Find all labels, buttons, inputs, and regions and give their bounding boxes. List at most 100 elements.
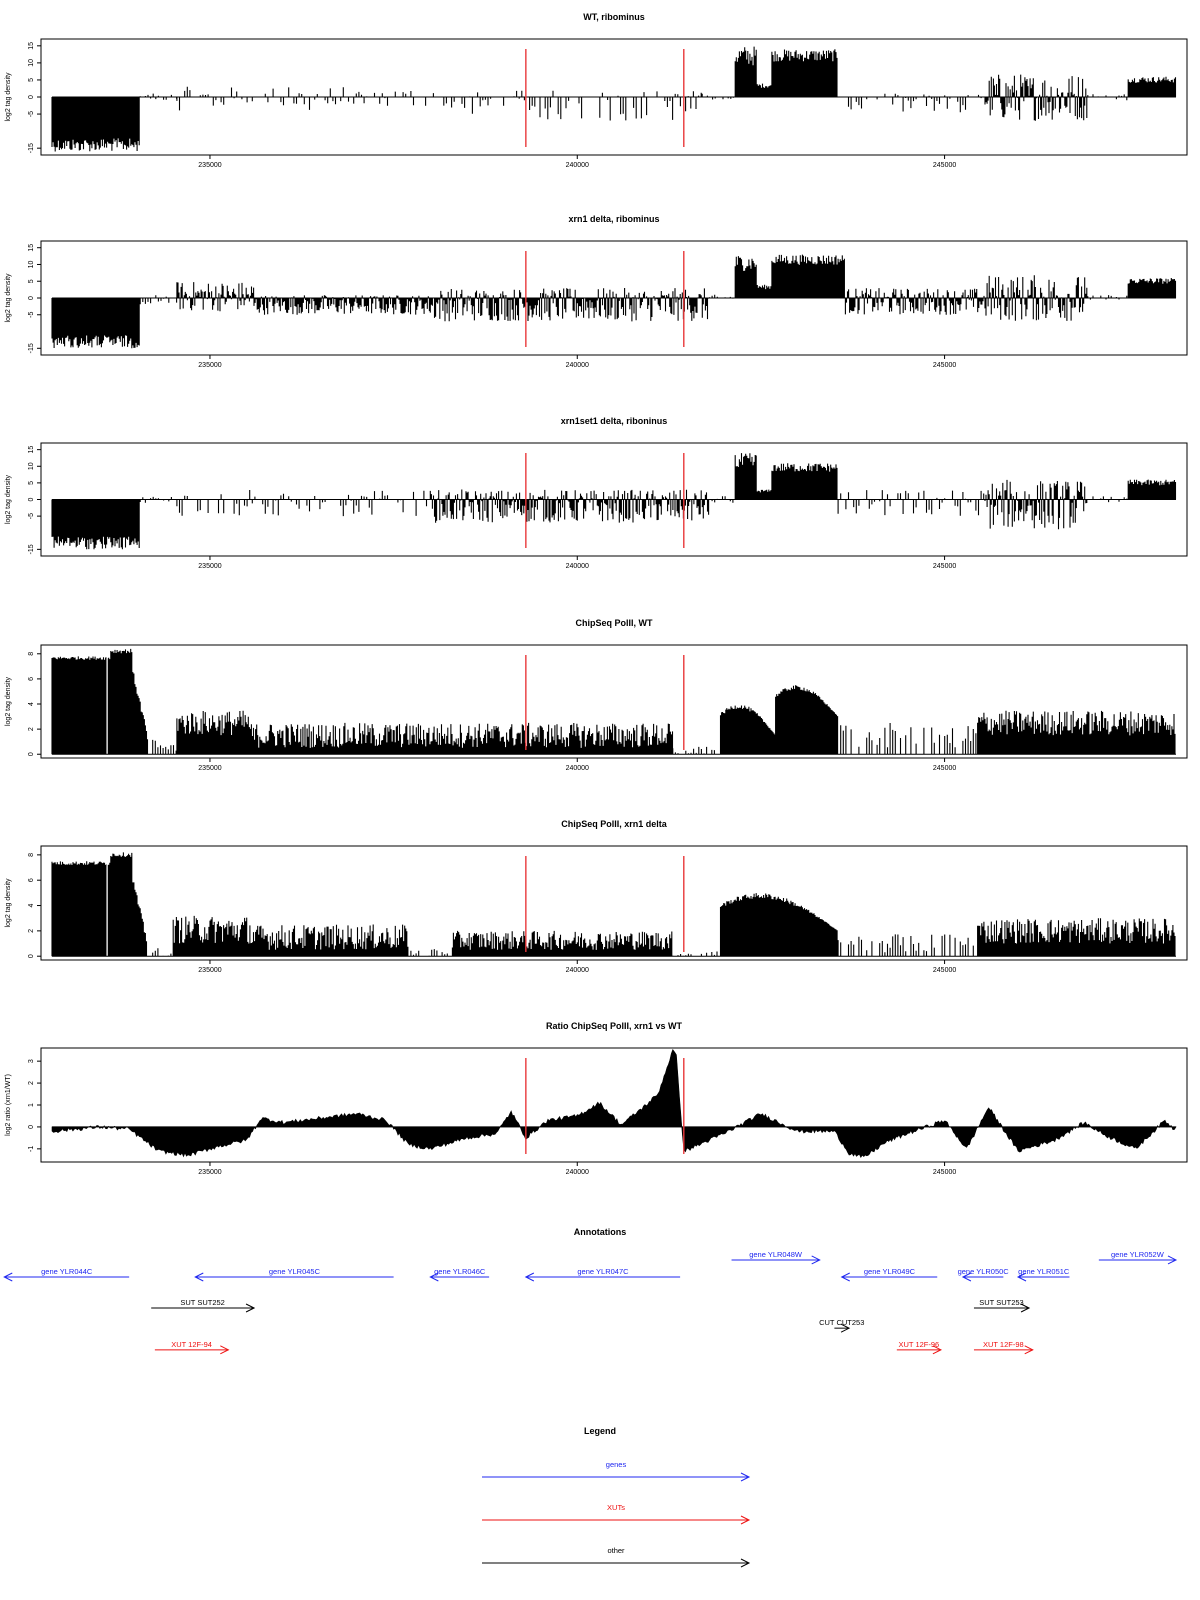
plot-frame [40,845,1188,961]
annotation-other-item: SUT SUT253 [973,1298,1031,1313]
x-tick-label: 245000 [933,563,956,570]
density-bars [51,46,1177,152]
y-tick-label: 15 [28,42,35,50]
annotation-label: SUT SUT253 [979,1298,1023,1307]
annotation-label: XUT 12F-98 [983,1340,1024,1349]
annotation-genes-item: gene YLR048W [731,1250,821,1265]
density-bars [51,254,1177,349]
y-tick-label: 6 [28,677,35,681]
density-bars [51,648,1176,755]
signal-track [51,453,1177,550]
legend-label: XUTs [607,1503,625,1512]
y-tick-label: 0 [28,95,35,99]
signal-track [51,646,1176,755]
x-tick-label: 235000 [198,162,221,169]
annotation-other-item: CUT CUT253 [819,1318,864,1333]
y-tick-label: -5 [28,111,35,117]
plot-frame [40,644,1188,759]
legend-title: Legend [584,1426,616,1436]
x-tick-label: 245000 [933,967,956,974]
annotation-arrowhead [840,1323,851,1333]
legend-item-other: other [482,1546,751,1568]
annotation-genes-item: gene YLR045C [194,1267,394,1282]
annotation-label: gene YLR046C [434,1267,486,1276]
y-tick-label: 8 [28,652,35,656]
chart-panel-2: xrn1set1 delta, riboninus 235000 240000 245… [5,416,1188,570]
chart-panel-1: xrn1 delta, ribominus 235000 240000 245000 -… [5,214,1188,369]
annotation-label: gene YLR051C [1018,1267,1070,1276]
annotation-xuts-item: XUT 12F-96 [896,1340,943,1355]
y-tick-label: 0 [28,1125,35,1129]
x-tick-label: 240000 [566,362,589,369]
density-bars [51,453,1177,550]
y-axis-label: log2 tag density [5,273,12,323]
y-tick-label: 2 [28,929,35,933]
annotation-label: gene YLR052W [1111,1250,1165,1259]
y-tick-label: 2 [28,1081,35,1085]
annotation-genes-item: gene YLR050C [958,1267,1010,1282]
legend-item-xuts: XUTs [482,1503,751,1525]
annotation-genes-item: gene YLR051C [1016,1267,1070,1282]
y-axis-label: log2 tag density [5,72,12,122]
y-tick-label: -15 [28,343,35,353]
signal-track [51,46,1177,152]
annotation-genes-item: gene YLR047C [524,1267,681,1282]
y-tick-label: -5 [28,312,35,318]
chart-panel-0: WT, ribominus 235000 240000 245000 -15 -5 0 5 10… [5,12,1188,169]
y-tick-label: 0 [28,954,35,958]
density-bars [51,852,1176,957]
chart-panel-5: Ratio ChipSeq PolII, xrn1 vs WT 235000 240… [5,1021,1188,1176]
annotations-track: Annotations gene YLR044C gene YLR045C gene … [3,1227,1178,1355]
annotation-arrowhead [1020,1303,1031,1313]
annotation-arrowhead [220,1345,230,1355]
x-tick-label: 235000 [198,967,221,974]
annotation-label: XUT 12F-96 [899,1340,940,1349]
x-tick-label: 235000 [198,1169,221,1176]
x-tick-label: 240000 [566,765,589,772]
annotation-label: gene YLR050C [958,1267,1010,1276]
legend-arrowhead [740,1558,751,1568]
x-tick-label: 235000 [198,765,221,772]
y-tick-label: 4 [28,702,35,706]
x-tick-label: 235000 [198,362,221,369]
y-tick-label: 8 [28,853,35,857]
ratio-area [51,1048,1177,1159]
annotation-label: XUT 12F-94 [171,1340,212,1349]
legend-item-genes: genes [482,1460,751,1482]
y-tick-label: 3 [28,1059,35,1063]
legend: Legend genes XUTs other [482,1426,751,1568]
x-tick-label: 245000 [933,1169,956,1176]
annotation-arrowhead [524,1272,535,1282]
y-tick-label: 10 [28,462,35,470]
y-tick-label: 5 [28,78,35,82]
y-tick-label: 15 [28,446,35,454]
x-tick-label: 240000 [566,563,589,570]
y-tick-label: 5 [28,481,35,485]
annotation-label: gene YLR049C [864,1267,916,1276]
y-tick-label: 10 [28,59,35,67]
y-tick-label: 5 [28,279,35,283]
annotation-arrowhead [932,1345,943,1355]
annotation-xuts-item: XUT 12F-98 [973,1340,1034,1355]
x-tick-label: 245000 [933,765,956,772]
chart-title: WT, ribominus [583,12,645,22]
annotation-genes-item: gene YLR052W [1098,1250,1178,1265]
y-tick-label: -15 [28,143,35,153]
y-tick-label: 10 [28,260,35,268]
x-tick-label: 240000 [566,162,589,169]
x-tick-label: 240000 [566,1169,589,1176]
y-tick-label: 0 [28,296,35,300]
x-tick-label: 235000 [198,563,221,570]
y-axis-label: log2 tag density [5,474,12,524]
y-tick-label: -5 [28,513,35,519]
annotation-arrowhead [1167,1255,1178,1265]
annotation-arrowhead [840,1272,850,1282]
annotation-label: gene YLR047C [577,1267,629,1276]
y-tick-label: 6 [28,878,35,882]
chart-title: ChipSeq PolII, WT [576,618,653,628]
signal-track [51,254,1177,349]
annotation-xuts-item: XUT 12F-94 [154,1340,230,1355]
y-tick-label: 15 [28,244,35,252]
chart-title: xrn1 delta, ribominus [568,214,659,224]
legend-arrowhead [740,1472,751,1482]
